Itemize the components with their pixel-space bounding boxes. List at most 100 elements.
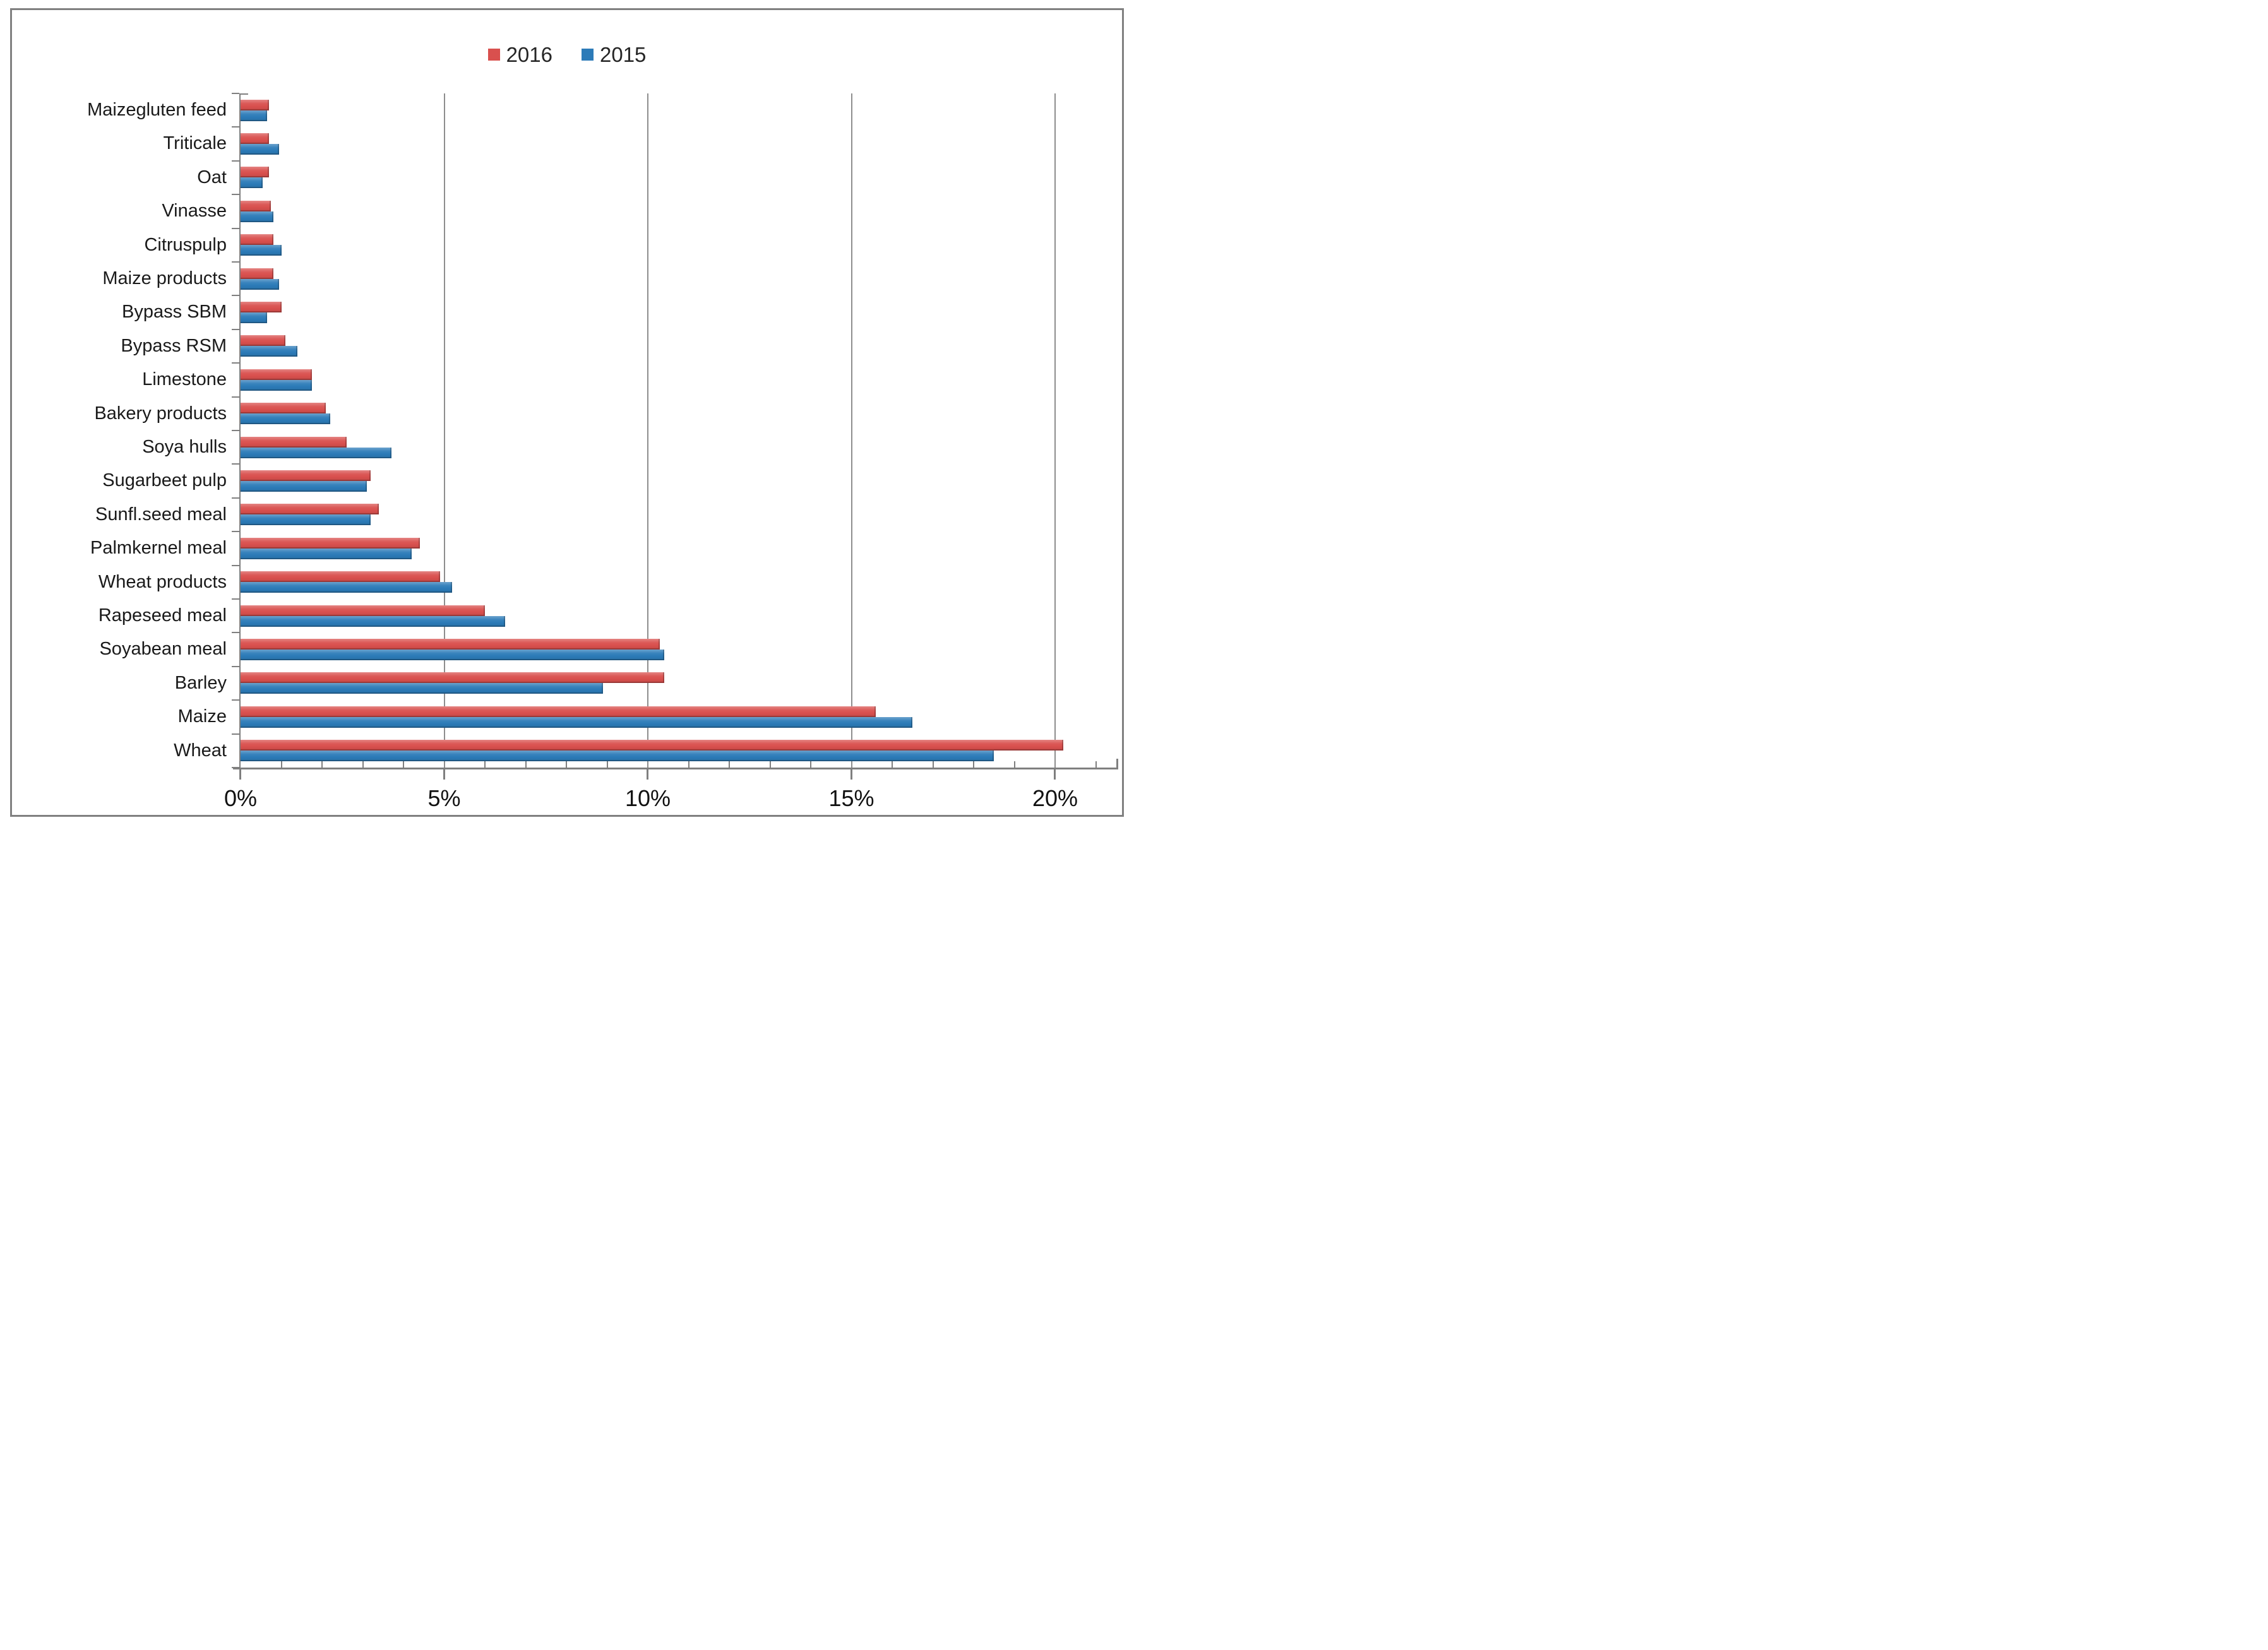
y-axis-tick bbox=[232, 699, 239, 701]
row-rapeseed-meal bbox=[241, 599, 1118, 632]
x-axis-minor-tick bbox=[729, 761, 730, 768]
row-bypass-sbm bbox=[241, 295, 1118, 329]
x-axis-minor-tick bbox=[973, 761, 975, 768]
legend: 2016 2015 bbox=[12, 44, 1122, 65]
category-label-barley: Barley bbox=[174, 672, 227, 693]
y-axis-tick bbox=[232, 227, 239, 229]
row-wheat bbox=[241, 734, 1118, 768]
category-label-sugarbeet-pulp: Sugarbeet pulp bbox=[102, 470, 227, 491]
row-maize-products bbox=[241, 262, 1118, 295]
y-axis-tick bbox=[232, 194, 239, 196]
bar-2015-maize bbox=[241, 716, 913, 728]
plot-area bbox=[232, 93, 1118, 780]
row-vinasse bbox=[241, 194, 1118, 228]
row-bypass-rsm bbox=[241, 329, 1118, 363]
x-axis-major-tick-0pct bbox=[239, 769, 241, 780]
bar-2015-maizegluten-feed bbox=[241, 110, 267, 121]
x-axis-minor-tick bbox=[321, 761, 323, 768]
y-axis-tick bbox=[232, 632, 239, 634]
bar-2016-maize-products bbox=[241, 268, 273, 279]
category-label-soya-hulls: Soya hulls bbox=[142, 437, 227, 457]
chart-screenshot: 2016 2015 Maizegluten feed Triticale Oat Vi… bbox=[0, 0, 1134, 825]
category-label-citruspulp: Citruspulp bbox=[144, 234, 227, 255]
x-axis-label-20pct: 20% bbox=[1032, 785, 1078, 811]
y-axis-line bbox=[239, 93, 241, 776]
bar-2016-sunfl-seed-meal bbox=[241, 504, 379, 515]
bar-2015-maize-products bbox=[241, 278, 280, 290]
bar-2016-soyabean-meal bbox=[241, 639, 660, 650]
x-axis-minor-tick bbox=[525, 761, 527, 768]
x-axis-label-0pct: 0% bbox=[224, 785, 258, 811]
legend-swatch-2016-icon bbox=[487, 49, 500, 61]
bar-2016-barley bbox=[241, 672, 664, 684]
y-axis-tick bbox=[232, 160, 239, 162]
bar-2016-rapeseed-meal bbox=[241, 605, 485, 616]
bar-2015-bypass-sbm bbox=[241, 312, 267, 324]
bar-2015-palmkernel-meal bbox=[241, 548, 412, 559]
bar-2015-rapeseed-meal bbox=[241, 615, 506, 627]
legend-label-2016: 2016 bbox=[506, 43, 552, 66]
y-axis-endcap bbox=[239, 93, 248, 95]
row-oat bbox=[241, 161, 1118, 194]
category-label-triticale: Triticale bbox=[163, 133, 227, 154]
x-axis-minor-tick bbox=[566, 761, 567, 768]
bar-2015-barley bbox=[241, 683, 604, 694]
bar-2015-vinasse bbox=[241, 211, 273, 222]
x-axis-major-tick-10pct bbox=[647, 769, 648, 780]
legend-label-2015: 2015 bbox=[600, 43, 647, 66]
y-axis-tick bbox=[232, 733, 239, 735]
row-sugarbeet-pulp bbox=[241, 464, 1118, 497]
bar-2015-bypass-rsm bbox=[241, 346, 298, 357]
y-axis-tick bbox=[232, 531, 239, 533]
category-label-oat: Oat bbox=[197, 167, 227, 187]
legend-swatch-2015-icon bbox=[582, 49, 594, 61]
category-axis-labels: Maizegluten feed Triticale Oat Vinasse Citru… bbox=[37, 93, 227, 768]
category-label-bypass-rsm: Bypass RSM bbox=[121, 335, 227, 356]
y-axis-tick bbox=[232, 665, 239, 667]
bar-2016-triticale bbox=[241, 133, 270, 145]
bar-2015-wheat-products bbox=[241, 582, 453, 593]
gridline-20pct bbox=[1054, 93, 1056, 768]
bar-2015-sugarbeet-pulp bbox=[241, 481, 367, 492]
bar-2015-oat bbox=[241, 177, 263, 189]
y-axis-tick bbox=[232, 362, 239, 364]
x-axis-major-tick-5pct bbox=[443, 769, 445, 780]
row-triticale bbox=[241, 127, 1118, 160]
bar-2016-bypass-sbm bbox=[241, 302, 282, 313]
y-axis-tick bbox=[232, 93, 239, 94]
row-soya-hulls bbox=[241, 430, 1118, 464]
bar-2015-limestone bbox=[241, 379, 312, 391]
row-maizegluten-feed bbox=[241, 93, 1118, 127]
x-axis-end-tick bbox=[1116, 759, 1118, 769]
y-axis-tick bbox=[232, 126, 239, 128]
row-bakery-products bbox=[241, 397, 1118, 430]
bar-2016-palmkernel-meal bbox=[241, 537, 420, 549]
bar-2016-maizegluten-feed bbox=[241, 99, 270, 110]
x-axis-labels: 0% 5% 10% 15% 20% bbox=[12, 10, 1122, 815]
bar-2015-soyabean-meal bbox=[241, 650, 664, 661]
bar-2016-oat bbox=[241, 167, 270, 178]
bar-2015-sunfl-seed-meal bbox=[241, 514, 371, 526]
y-axis-tick bbox=[232, 295, 239, 297]
y-axis-tick bbox=[232, 463, 239, 465]
bar-2016-sugarbeet-pulp bbox=[241, 470, 371, 482]
bar-2015-triticale bbox=[241, 144, 280, 155]
x-axis-minor-tick bbox=[892, 761, 893, 768]
x-axis-label-10pct: 10% bbox=[624, 785, 671, 811]
y-axis-tick bbox=[232, 328, 239, 330]
x-axis-minor-tick bbox=[484, 761, 486, 768]
bar-2016-citruspulp bbox=[241, 234, 273, 246]
y-axis-tick bbox=[232, 261, 239, 263]
row-wheat-products bbox=[241, 566, 1118, 599]
bar-2016-bypass-rsm bbox=[241, 335, 285, 347]
row-barley bbox=[241, 667, 1118, 700]
bar-2016-soya-hulls bbox=[241, 436, 347, 448]
category-label-rapeseed-meal: Rapeseed meal bbox=[98, 605, 227, 626]
category-label-maize: Maize bbox=[177, 706, 227, 727]
category-label-maizegluten-feed: Maizegluten feed bbox=[87, 100, 227, 120]
bar-2016-wheat bbox=[241, 740, 1063, 751]
x-axis-major-tick-20pct bbox=[1054, 769, 1056, 780]
bar-2016-bakery-products bbox=[241, 403, 326, 414]
category-label-soyabean-meal: Soyabean meal bbox=[99, 639, 227, 660]
row-citruspulp bbox=[241, 229, 1118, 262]
